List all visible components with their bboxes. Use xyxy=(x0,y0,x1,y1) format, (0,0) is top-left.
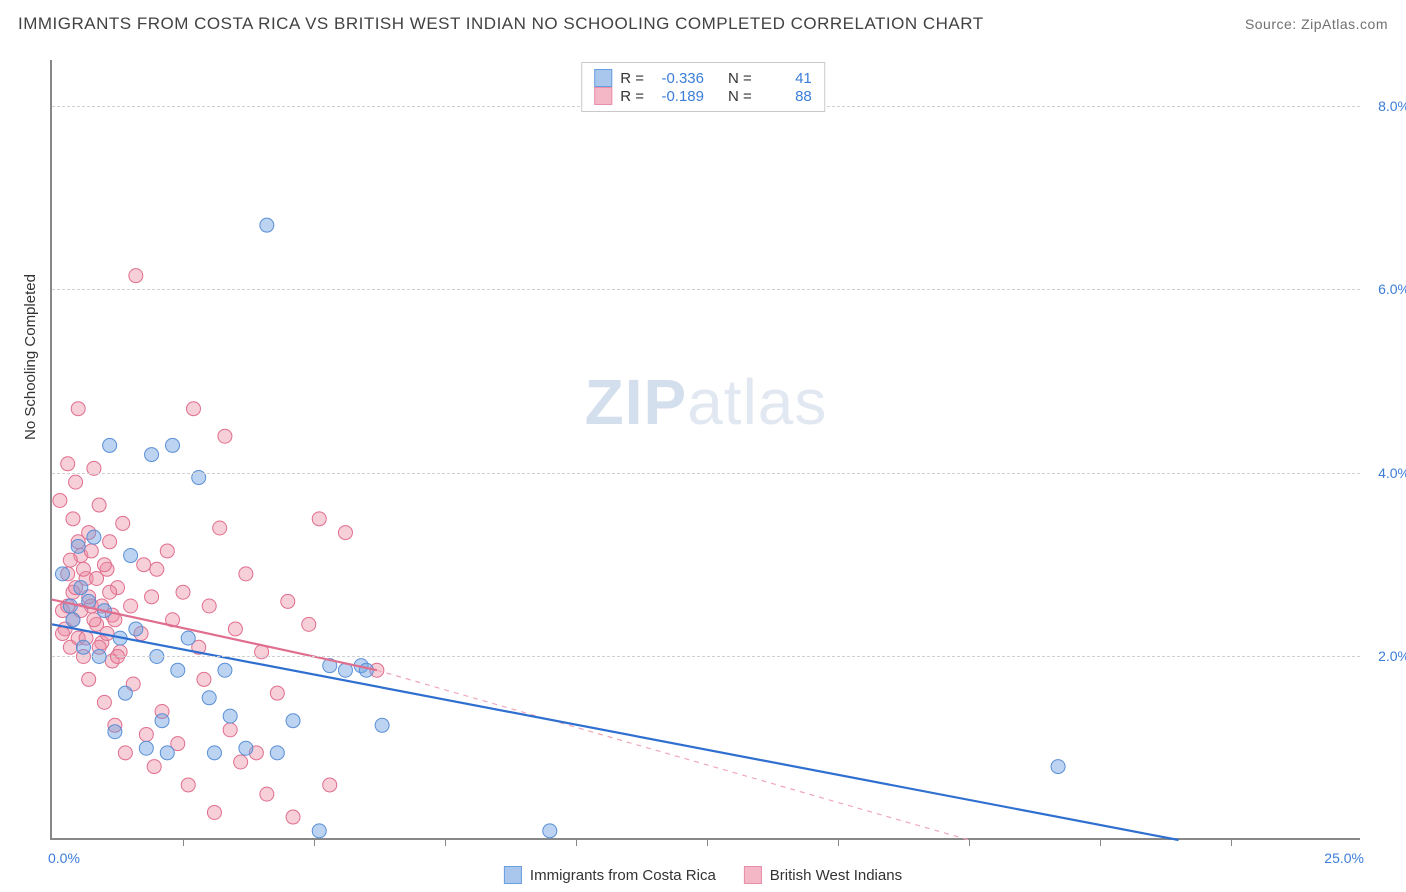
stats-row-0: R = -0.336 N = 41 xyxy=(594,69,812,87)
r-value-1: -0.189 xyxy=(652,88,704,105)
x-min-label: 0.0% xyxy=(48,850,80,866)
legend-label-1: British West Indians xyxy=(770,867,902,884)
y-tick-label: 4.0% xyxy=(1365,465,1406,481)
n-label-1: N = xyxy=(728,88,752,105)
swatch-0 xyxy=(594,69,612,87)
legend-swatch-0 xyxy=(504,866,522,884)
legend-item-1: British West Indians xyxy=(744,866,902,884)
y-tick-label: 6.0% xyxy=(1365,281,1406,297)
swatch-1 xyxy=(594,87,612,105)
legend-swatch-1 xyxy=(744,866,762,884)
y-tick-label: 8.0% xyxy=(1365,98,1406,114)
r-label-0: R = xyxy=(620,70,644,87)
y-axis-title: No Schooling Completed xyxy=(22,274,39,440)
plot-svg xyxy=(52,60,1360,838)
r-value-0: -0.336 xyxy=(652,70,704,87)
plot-area: ZIPatlas 0.0% 25.0% 2.0%4.0%6.0%8.0% xyxy=(50,60,1360,840)
x-max-label: 25.0% xyxy=(1324,850,1364,866)
source-label: Source: ZipAtlas.com xyxy=(1245,16,1388,32)
legend-item-0: Immigrants from Costa Rica xyxy=(504,866,716,884)
n-value-0: 41 xyxy=(760,70,812,87)
stats-row-1: R = -0.189 N = 88 xyxy=(594,87,812,105)
legend-label-0: Immigrants from Costa Rica xyxy=(530,867,716,884)
chart-title: IMMIGRANTS FROM COSTA RICA VS BRITISH WE… xyxy=(18,14,984,34)
r-label-1: R = xyxy=(620,88,644,105)
n-value-1: 88 xyxy=(760,88,812,105)
n-label-0: N = xyxy=(728,70,752,87)
bottom-legend: Immigrants from Costa Rica British West … xyxy=(504,866,902,884)
y-tick-label: 2.0% xyxy=(1365,648,1406,664)
stats-legend: R = -0.336 N = 41 R = -0.189 N = 88 xyxy=(581,62,825,112)
